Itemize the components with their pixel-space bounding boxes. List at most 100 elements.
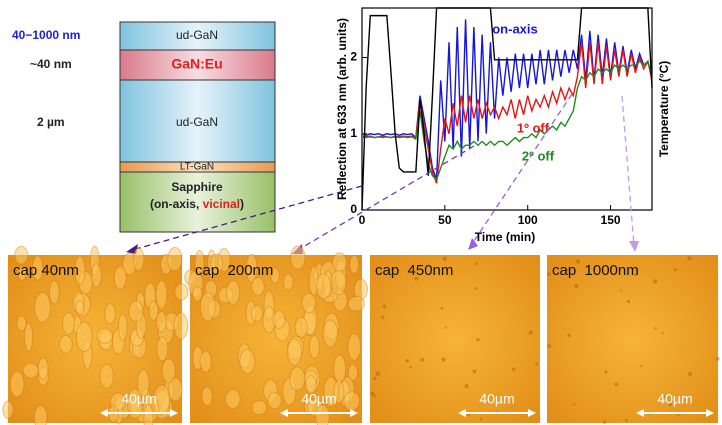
surface-feature [405,359,408,362]
surface-feature [273,311,285,329]
layer-label: ud-GaN [176,28,218,42]
surface-feature [604,371,607,374]
chart: Time (min) Reflection at 633 nm (arb. un… [335,8,671,244]
text-part: vicinal [203,197,240,211]
x-tick-label: 0 [359,213,366,227]
surface-feature [268,393,281,409]
surface-feature [614,383,618,387]
thickness-label: ~40 nm [30,57,72,71]
arrowheads [126,238,639,254]
surface-feature [157,312,167,332]
surface-feature [157,337,168,361]
surface-feature [38,358,48,379]
surface-feature [529,331,533,335]
surface-feature [653,279,657,283]
arrow [298,146,474,250]
page: ud-GaN GaN:Eu ud-GaN LT-GaN Sapphire (on… [0,0,722,425]
surface-feature [168,247,182,271]
series-label: on-axis [492,21,538,36]
surface-feature [348,334,361,360]
surface-feature [348,365,357,381]
substrate-label: Sapphire [171,180,223,194]
surface-feature [480,418,483,421]
layer-diagram: ud-GaN GaN:Eu ud-GaN LT-GaN Sapphire (on… [12,22,275,232]
surface-feature [687,256,691,260]
surface-feature [34,405,47,425]
surface-feature [309,336,319,359]
surface-feature [473,369,477,373]
surface-feature [23,363,38,378]
surface-feature [688,372,692,376]
surface-feature [114,266,126,289]
surface-feature [547,344,551,348]
surface-feature [202,387,212,406]
surface-feature [133,248,143,271]
layer-label: ud-GaN [176,115,218,129]
surface-feature [381,316,384,319]
surface-feature [129,301,143,322]
surface-feature [625,419,628,422]
surface-feature [251,305,262,321]
y-axis-label: Reflection at 633 nm (arb. units) [335,18,349,200]
surface-feature [252,278,265,296]
surface-feature [350,255,359,273]
x-axis-label: Time (min) [475,230,535,244]
surface-feature [295,317,307,337]
surface-feature [574,284,578,288]
surface-feature [334,355,346,383]
surface-feature [674,268,677,271]
thickness-label: 2 µm [37,115,65,129]
text-part: ) [240,197,244,211]
surface-feature [476,338,479,341]
surface-feature [316,405,330,425]
layer-label: LT-GaN [180,162,214,173]
surface-feature [169,378,182,401]
surface-feature [290,367,305,390]
surface-feature [302,293,316,312]
surface-feature [420,358,424,362]
series-line [362,61,652,179]
surface-feature [144,404,153,425]
surface-feature [441,358,445,362]
scale-bar-label: 40µm [657,391,692,407]
text-part: (on-axis, [150,197,203,211]
micrograph-caption: cap 450nm [375,262,453,279]
surface-feature [547,272,550,275]
surface-feature [370,392,374,396]
surface-feature [331,270,346,295]
surface-feature [654,327,656,329]
layer-label: GaN:Eu [171,56,222,72]
surface-feature [63,312,75,334]
surface-feature [716,357,720,361]
series-line [362,19,652,179]
surface-feature [344,392,360,410]
x-tick-label: 150 [601,213,621,227]
arrow [622,96,634,246]
surface-feature [443,257,447,261]
surface-feature [193,287,203,301]
surface-feature [175,284,188,300]
y2-axis-label: Temperature (°C) [657,61,671,158]
surface-feature [156,280,167,308]
series-line [362,8,652,210]
micrograph-caption: cap 40nm [13,262,79,279]
y-tick-label: 1 [350,126,357,140]
y-tick-label: 0 [350,202,357,216]
surface-feature [475,287,478,290]
thickness-label: 40−1000 nm [12,28,80,42]
surface-feature [100,364,113,388]
surface-feature [200,351,211,372]
scale-bar-label: 40µm [301,391,336,407]
series-label: 1º off [517,120,550,135]
surface-feature [35,292,51,322]
micrograph-caption: cap 1000nm [552,262,639,279]
surface-feature [373,377,376,380]
scale-bar-label: 40µm [121,391,156,407]
surface-feature [475,263,478,266]
surface-feature [105,304,116,324]
surface-feature [200,293,215,321]
surface-feature [620,289,622,291]
surface-feature [17,316,26,331]
surface-feature [49,281,59,304]
